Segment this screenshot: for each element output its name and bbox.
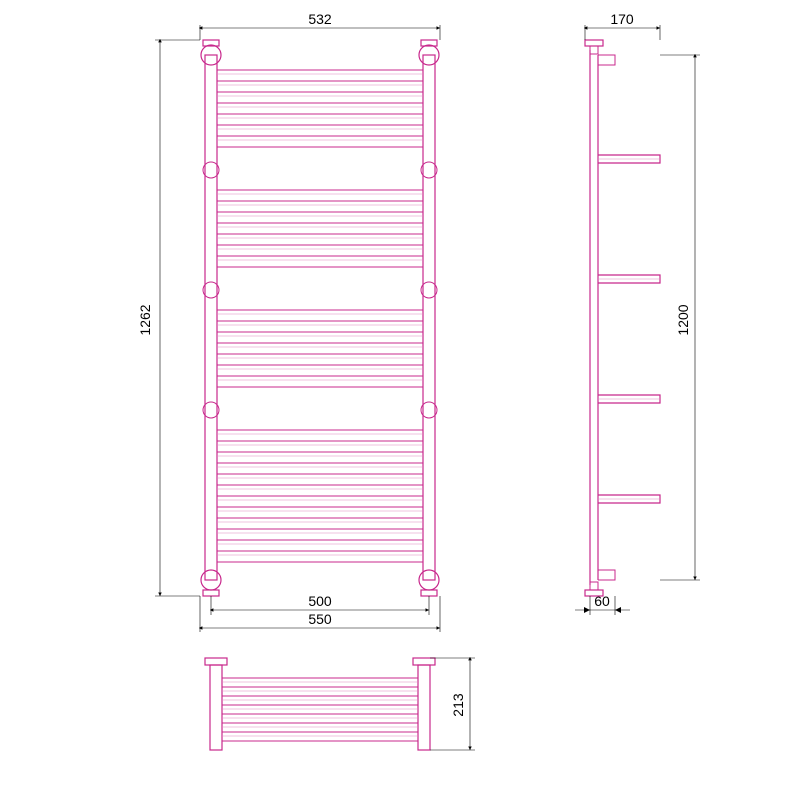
dim-213: 213 xyxy=(450,693,466,717)
rail-section-2 xyxy=(217,190,423,267)
front-view xyxy=(201,40,439,596)
dim-1200: 1200 xyxy=(675,304,691,335)
dim-550: 550 xyxy=(308,611,332,627)
top-view xyxy=(205,658,435,750)
dim-170: 170 xyxy=(610,11,634,27)
technical-drawing: 532 170 1262 1200 500 550 xyxy=(0,0,800,800)
side-view xyxy=(585,40,660,596)
dimensions: 532 170 1262 1200 500 550 xyxy=(137,11,700,750)
rail-section-3 xyxy=(217,310,423,387)
dim-1262: 1262 xyxy=(137,304,153,335)
rail-section-1 xyxy=(217,70,423,147)
rail-section-4 xyxy=(217,430,423,562)
dim-532: 532 xyxy=(308,11,332,27)
dim-500: 500 xyxy=(308,593,332,609)
dim-60: 60 xyxy=(594,593,610,609)
